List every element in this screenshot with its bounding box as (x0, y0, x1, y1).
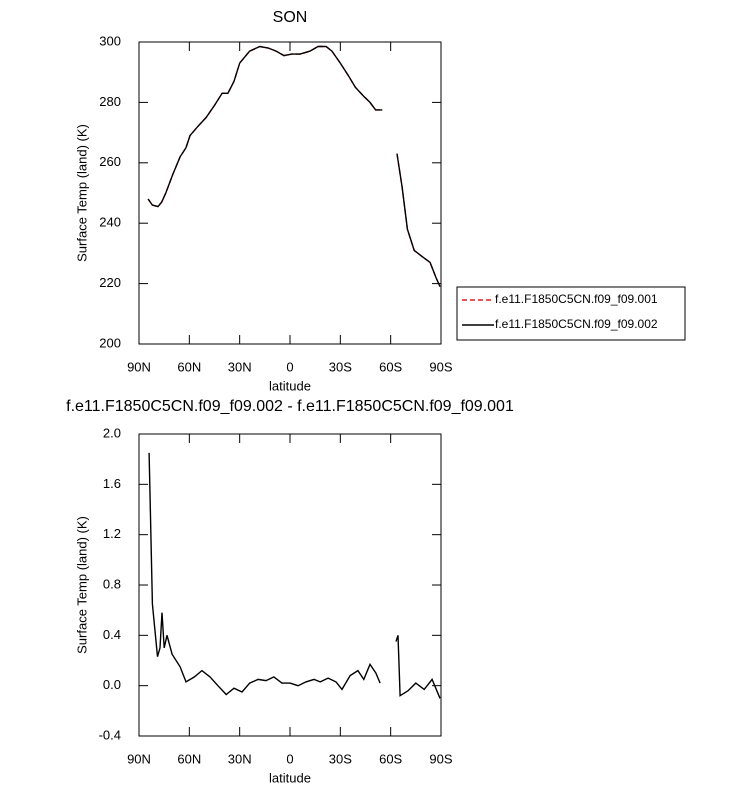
x-tick-label: 30N (228, 751, 252, 766)
x-tick-label: 90S (429, 359, 452, 374)
x-tick-label: 60S (379, 359, 402, 374)
x-tick-label: 30N (228, 359, 252, 374)
x-tick-label: 90N (127, 751, 151, 766)
line (147, 45, 441, 287)
y-tick-label: -0.4 (99, 727, 121, 742)
y-tick-label: 220 (99, 275, 121, 290)
chart-title: SON (273, 9, 308, 26)
x-axis-label: latitude (269, 378, 311, 393)
y-tick-label: 300 (99, 33, 121, 48)
y-tick-label: 0.4 (103, 627, 121, 642)
x-axis-label: latitude (269, 770, 311, 785)
y-tick-label: 1.2 (103, 526, 121, 541)
legend-label: f.e11.F1850C5CN.f09_f09.001 (495, 292, 658, 306)
x-tick-label: 90S (429, 751, 452, 766)
y-tick-label: 0.8 (103, 576, 121, 591)
x-tick-label: 0 (286, 751, 293, 766)
line (148, 452, 441, 699)
y-tick-label: 240 (99, 215, 121, 230)
y-tick-label: 260 (99, 154, 121, 169)
y-axis-label: Surface Temp (land) (K) (74, 516, 89, 654)
legend-label: f.e11.F1850C5CN.f09_f09.002 (495, 317, 658, 331)
plot-frame (138, 41, 442, 345)
y-tick-label: 200 (99, 335, 121, 350)
x-tick-label: 30S (329, 751, 352, 766)
x-tick-label: 0 (286, 359, 293, 374)
legend-box (456, 286, 686, 341)
x-tick-label: 90N (127, 359, 151, 374)
x-tick-label: 30S (329, 359, 352, 374)
chart-title: f.e11.F1850C5CN.f09_f09.002 - f.e11.F185… (66, 398, 514, 415)
y-tick-label: 0.0 (103, 677, 121, 692)
y-axis-label: Surface Temp (land) (K) (74, 124, 89, 262)
x-tick-label: 60S (379, 751, 402, 766)
line (147, 45, 441, 287)
plot-frame (138, 433, 442, 737)
x-tick-label: 60N (177, 359, 201, 374)
y-tick-label: 280 (99, 94, 121, 109)
x-tick-label: 60N (177, 751, 201, 766)
y-tick-label: 2.0 (103, 425, 121, 440)
y-tick-label: 1.6 (103, 476, 121, 491)
